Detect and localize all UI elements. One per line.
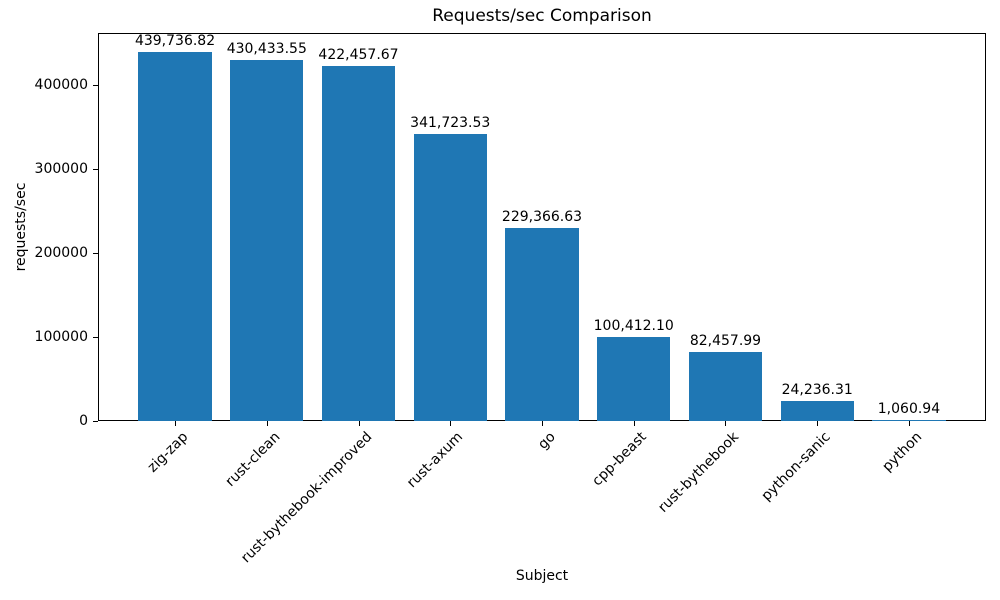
- bar: [780, 400, 854, 421]
- y-tick-label: 200000: [34, 245, 88, 262]
- x-tick-mark: [908, 421, 910, 426]
- bar-value-label: 439,736.82: [134, 32, 216, 49]
- bar-value-label: 1,060.94: [877, 401, 941, 417]
- x-tick-label: cpp-beast: [589, 429, 651, 490]
- bar-value-label: 82,457.99: [689, 332, 762, 349]
- x-axis-label: Subject: [515, 568, 569, 584]
- x-tick-mark: [358, 421, 360, 426]
- bar: [688, 351, 763, 421]
- bar-value-label: 24,236.31: [781, 381, 853, 398]
- x-tick-mark: [817, 421, 819, 426]
- x-tick-label: go: [534, 429, 559, 453]
- y-tick-label: 0: [79, 413, 88, 429]
- bar: [597, 336, 671, 421]
- x-tick-label: python: [879, 429, 926, 475]
- x-tick-label: rust-bythebook: [655, 429, 742, 516]
- y-tick-label: 400000: [34, 77, 88, 94]
- y-tick-mark: [93, 421, 98, 422]
- y-tick-mark: [93, 169, 98, 171]
- x-tick-mark: [725, 421, 727, 426]
- y-tick-mark: [93, 85, 98, 87]
- bar: [413, 134, 487, 421]
- bar-value-label: 100,412.10: [593, 317, 674, 334]
- y-tick-label: 100000: [34, 329, 88, 346]
- x-tick-mark: [633, 421, 635, 426]
- y-tick-mark: [93, 337, 98, 339]
- x-tick-mark: [542, 421, 543, 426]
- bar: [138, 51, 212, 421]
- y-tick-mark: [93, 253, 98, 255]
- x-tick-mark: [450, 421, 452, 426]
- bar: [321, 66, 396, 421]
- x-tick-label: python-sanic: [758, 429, 834, 505]
- x-tick-label: rust-axum: [404, 429, 467, 492]
- bar-value-label: 341,723.53: [410, 115, 491, 131]
- bar: [505, 228, 579, 421]
- bar: [230, 59, 304, 421]
- bar-value-label: 229,366.63: [501, 209, 583, 226]
- x-tick-mark: [266, 421, 268, 426]
- y-tick-label: 300000: [34, 161, 88, 178]
- chart-title: Requests/sec Comparison: [432, 6, 652, 26]
- bar-value-label: 422,457.67: [318, 47, 399, 64]
- bar: [872, 420, 946, 421]
- x-tick-mark: [175, 421, 177, 426]
- bar-value-label: 430,433.55: [226, 40, 307, 57]
- x-tick-label: zig-zap: [144, 429, 192, 476]
- x-tick-label: rust-clean: [222, 429, 284, 490]
